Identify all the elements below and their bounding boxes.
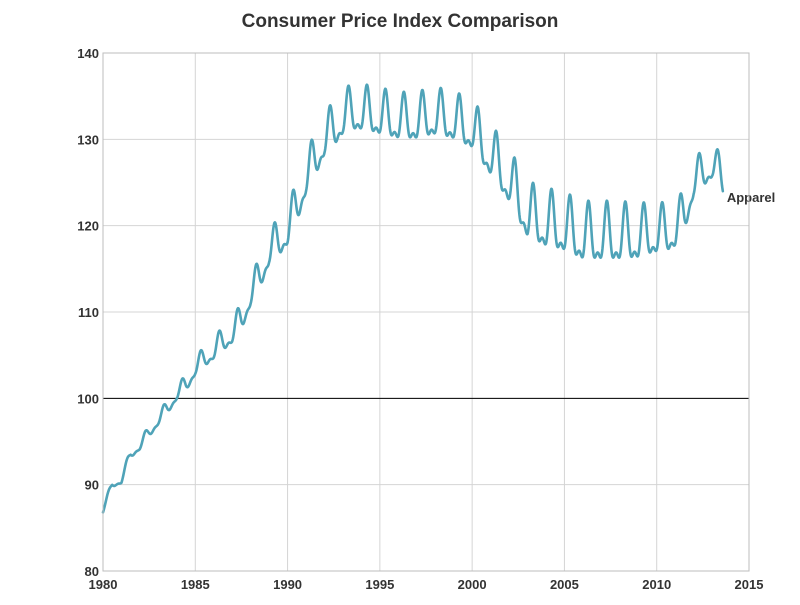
series-line-apparel <box>101 83 725 514</box>
plot-frame <box>102 52 750 572</box>
series-layer <box>101 83 725 514</box>
chart-title: Consumer Price Index Comparison <box>242 11 559 32</box>
x-tick-label: 2015 <box>735 577 764 592</box>
series-label-apparel: Apparel <box>727 190 775 205</box>
series-label-layer: Apparel <box>727 190 775 205</box>
y-tick-label: 100 <box>77 391 99 406</box>
y-tick-label: 80 <box>85 564 99 579</box>
axis-tick-labels: 1980 1985 1990 1995 2000 2005 2010 2015 80 90 100 1… <box>77 46 763 592</box>
x-tick-label: 1985 <box>181 577 210 592</box>
y-tick-label: 90 <box>85 478 99 493</box>
x-tick-label: 1995 <box>365 577 394 592</box>
y-tick-label: 140 <box>77 46 99 61</box>
x-tick-label: 2005 <box>550 577 579 592</box>
y-tick-label: 130 <box>77 132 99 147</box>
x-tick-label: 1990 <box>273 577 302 592</box>
x-tick-label: 2010 <box>642 577 671 592</box>
y-tick-label: 120 <box>77 219 99 234</box>
y-tick-label: 110 <box>78 305 99 320</box>
x-tick-label: 1980 <box>89 577 118 592</box>
x-tick-label: 2000 <box>458 577 487 592</box>
